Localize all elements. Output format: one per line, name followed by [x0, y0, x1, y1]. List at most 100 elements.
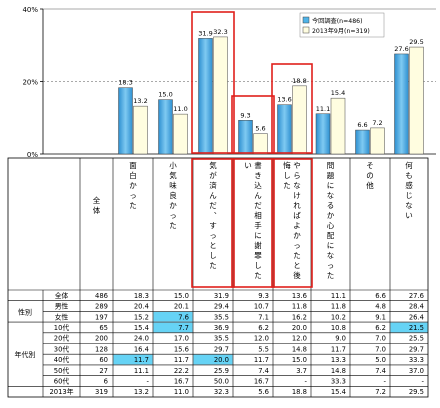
table-cell: 6.6	[375, 292, 386, 300]
category-header-char: も	[405, 171, 413, 180]
category-header-char: だ	[209, 201, 217, 210]
table-cell: 15.2	[134, 313, 149, 321]
row-label: 全体	[55, 291, 69, 300]
table-cell: 25.5	[409, 335, 424, 343]
category-header-char: い	[405, 211, 413, 220]
table-cell: 20.1	[174, 303, 189, 311]
table-cell: -	[305, 378, 308, 386]
bar	[198, 38, 213, 155]
category-header-char: や	[293, 161, 301, 170]
row-n: 60	[99, 356, 108, 364]
table-cell: 13.2	[134, 388, 149, 396]
bar-data-label: 29.5	[409, 38, 423, 46]
category-header-char: 罪	[254, 251, 262, 260]
table-cell: 27.6	[409, 292, 424, 300]
table-cell: 29.4	[214, 303, 229, 311]
category-header-char: 済	[209, 180, 217, 190]
table-cell: 11.7	[134, 356, 149, 364]
category-header-char: 題	[327, 171, 335, 180]
table-cell: 7.0	[375, 345, 386, 353]
table-cell: 9.0	[335, 335, 346, 343]
table-cell: 20.4	[134, 303, 149, 311]
table-cell: 11.7	[254, 356, 269, 364]
bar	[394, 53, 409, 155]
category-header-char: け	[293, 191, 301, 200]
row-label: 10代	[54, 323, 70, 332]
category-header-char: か	[327, 211, 335, 220]
bar	[370, 127, 385, 155]
category-header-char: 書	[254, 160, 262, 170]
bar	[330, 97, 346, 155]
table-cell: 50.0	[214, 378, 229, 386]
bar	[409, 46, 424, 155]
category-header-char: 相	[254, 210, 262, 220]
category-header-char: 白	[129, 170, 137, 180]
table-cell: 16.4	[134, 345, 149, 353]
bar	[238, 120, 253, 155]
row-n: 197	[95, 313, 108, 321]
category-header-char: と	[293, 261, 301, 270]
table-cell: 15.4	[134, 324, 149, 332]
table-cell: 21.5	[409, 324, 424, 332]
table-cell: 33.3	[409, 356, 424, 364]
row-n: 319	[95, 388, 108, 396]
category-header-char: そ	[366, 161, 374, 170]
category-header-char: 謝	[254, 240, 262, 250]
highlight-cell	[153, 311, 193, 322]
header-total-label: 全	[93, 195, 101, 205]
category-header-char: に	[327, 181, 335, 190]
table-cell: 18.3	[134, 292, 149, 300]
category-header-char: 悔	[283, 160, 291, 170]
table-cell: 10.8	[331, 324, 346, 332]
table-cell: 29.5	[409, 388, 424, 396]
category-header-char: 気	[209, 160, 217, 170]
table-cell: 18.8	[292, 388, 307, 396]
category-header-char: い	[244, 161, 252, 170]
row-n: 200	[95, 335, 108, 343]
category-header-char: し	[209, 251, 217, 260]
table-cell: 33.3	[331, 378, 346, 386]
highlight-cell	[193, 354, 233, 365]
category-header-char: か	[129, 181, 137, 190]
bar-data-label: 13.2	[133, 97, 147, 105]
row-label: 2013年	[49, 387, 73, 396]
highlight-cell	[390, 322, 428, 333]
table-cell: 15.4	[331, 388, 346, 396]
category-header-char: っ	[129, 191, 137, 200]
bar-data-label: 32.3	[213, 28, 227, 36]
table-cell: 37.0	[409, 367, 424, 375]
table-cell: 25.9	[214, 367, 229, 375]
bar	[133, 105, 148, 155]
category-header-char: た	[283, 181, 291, 190]
row-n: 65	[99, 324, 108, 332]
bar	[118, 87, 133, 155]
row-label: 女性	[55, 312, 69, 321]
table-cell: 20.0	[214, 356, 229, 364]
category-header-char: な	[405, 201, 413, 210]
category-header-char: っ	[169, 211, 177, 220]
table-cell: 12.0	[254, 335, 269, 343]
category-header-char: れ	[293, 201, 301, 210]
highlight-cell	[153, 322, 193, 333]
category-header-char: な	[327, 191, 335, 200]
bar-data-label: 11.1	[316, 105, 330, 113]
category-header-char: な	[327, 251, 335, 260]
table-cell: 16.2	[292, 313, 307, 321]
bar-data-label: 7.2	[372, 119, 382, 127]
table-cell: 35.5	[214, 313, 229, 321]
category-header-char: 味	[169, 180, 177, 190]
category-header-char: た	[327, 271, 335, 280]
table-cell: 13.6	[292, 292, 307, 300]
legend-box	[299, 12, 385, 38]
bar	[253, 133, 268, 155]
category-header-char: っ	[327, 261, 335, 270]
table-cell: 31.9	[214, 292, 229, 300]
table-cell: 22.2	[174, 367, 189, 375]
table-cell: 35.5	[214, 335, 229, 343]
table-cell: 10.2	[331, 313, 346, 321]
category-header-char: に	[327, 241, 335, 250]
bar	[315, 113, 331, 155]
table-cell: 28.4	[409, 303, 424, 311]
bar	[173, 113, 188, 155]
